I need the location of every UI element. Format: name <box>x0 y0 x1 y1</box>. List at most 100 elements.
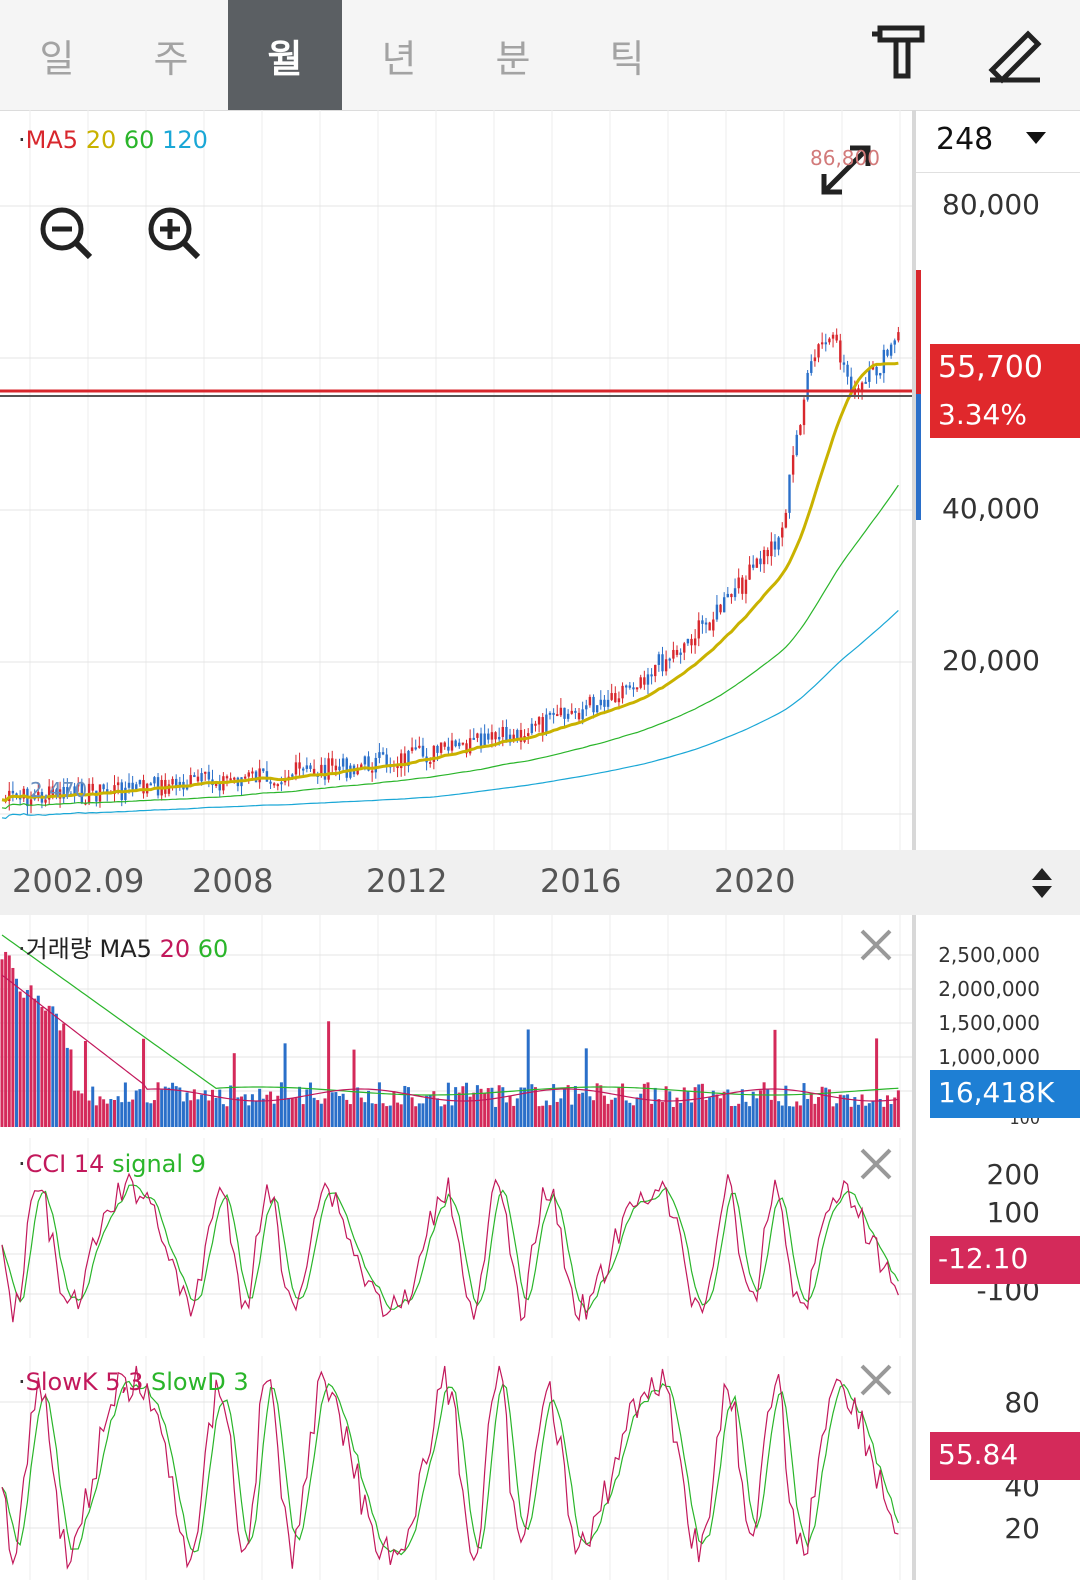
candle <box>47 786 51 800</box>
drawing-tool-icon[interactable] <box>980 18 1050 88</box>
candle <box>374 757 377 773</box>
candle <box>505 726 508 743</box>
zoom-out-icon[interactable] <box>38 205 94 261</box>
volume-bar <box>475 1085 479 1127</box>
candle <box>632 687 635 690</box>
candle <box>802 399 806 426</box>
volume-bar <box>639 1093 643 1127</box>
candle <box>871 366 875 370</box>
volume-bar <box>817 1097 821 1127</box>
volume-bar <box>595 1083 599 1127</box>
stochastic-chart-panel[interactable]: ·SlowK 5,3 SlowD 3 <box>0 1356 912 1580</box>
expand-icon[interactable] <box>816 140 876 200</box>
candle <box>683 643 686 653</box>
volume-bar <box>127 1101 131 1127</box>
slowk-line <box>1 1365 899 1570</box>
candle <box>708 622 711 631</box>
volume-bar <box>555 1101 559 1127</box>
candle <box>276 784 280 787</box>
candle <box>58 789 62 799</box>
price-range-down-bar <box>916 394 921 520</box>
volume-bar <box>827 1089 831 1127</box>
tab-daily[interactable]: 일 <box>39 36 75 81</box>
zoom-in-icon[interactable] <box>146 205 202 261</box>
candle <box>360 764 363 768</box>
candle <box>857 388 860 391</box>
volume-bar <box>192 1089 196 1127</box>
close-icon[interactable] <box>858 1362 894 1398</box>
volume-bar <box>864 1105 868 1127</box>
indicator-settings-icon[interactable] <box>866 18 936 88</box>
volume-bar <box>668 1091 672 1127</box>
volume-bar <box>163 1086 167 1127</box>
candle <box>839 340 842 363</box>
candle <box>614 693 617 703</box>
volume-bar <box>29 985 33 1127</box>
stochastic-current-badge: 55.84 <box>930 1432 1080 1480</box>
volume-bar <box>134 1090 138 1127</box>
volume-chart-panel[interactable]: ·거래량 MA5 20 60 <box>0 915 912 1130</box>
cci-chart-panel[interactable]: ·CCI 14 signal 9 <box>0 1138 912 1338</box>
price-chart-panel[interactable]: ·MA5 20 60 120 86,800 2,470 <box>0 110 912 850</box>
candle <box>370 770 374 773</box>
volume-bar <box>472 1092 476 1127</box>
volume-bar <box>748 1106 752 1127</box>
volume-bar <box>308 1082 312 1127</box>
volume-bar <box>243 1094 247 1127</box>
candle <box>196 776 200 782</box>
volume-bar <box>98 1096 102 1127</box>
x-tick: 2008 <box>192 862 274 900</box>
volume-bar <box>671 1106 675 1127</box>
volume-bar <box>784 1085 788 1127</box>
candle <box>715 604 719 620</box>
candle <box>22 788 25 799</box>
volume-bar <box>83 1041 87 1127</box>
candle <box>229 778 232 781</box>
y-tick: 200 <box>986 1158 1040 1191</box>
candle <box>385 754 388 767</box>
candle <box>831 334 835 339</box>
tab-yearly[interactable]: 년 <box>381 36 417 81</box>
volume-bar <box>824 1087 828 1127</box>
candle <box>312 768 316 775</box>
cci-line <box>1 1172 899 1323</box>
volume-bar <box>367 1090 371 1127</box>
candle <box>824 342 827 345</box>
volume-bar <box>15 978 19 1127</box>
candle-count-select[interactable]: 248 <box>916 110 1080 173</box>
candle <box>218 783 221 791</box>
close-icon[interactable] <box>858 1146 894 1182</box>
close-icon[interactable] <box>858 927 894 963</box>
volume-bar <box>113 1099 116 1127</box>
candle <box>864 381 867 384</box>
volume-bar <box>58 1030 62 1127</box>
tab-tick[interactable]: 틱 <box>609 36 645 81</box>
candle <box>886 349 889 356</box>
volume-bar <box>54 1013 58 1127</box>
volume-bar <box>156 1082 160 1127</box>
volume-bar <box>352 1049 356 1127</box>
tab-minute[interactable]: 분 <box>495 36 531 81</box>
candle <box>552 712 555 715</box>
sort-arrows-icon[interactable] <box>1030 866 1054 900</box>
volume-bar <box>298 1086 302 1127</box>
candle <box>686 638 690 644</box>
candle <box>135 784 138 790</box>
volume-bar <box>838 1094 842 1127</box>
volume-bar <box>461 1086 465 1127</box>
volume-bar <box>439 1106 443 1127</box>
volume-bar <box>504 1102 508 1127</box>
candle <box>704 622 708 625</box>
candle <box>810 361 813 373</box>
volume-bar <box>486 1088 490 1127</box>
candle <box>207 771 211 780</box>
volume-bar <box>167 1087 171 1127</box>
candle <box>127 782 131 788</box>
tab-monthly[interactable]: 월 <box>228 0 342 110</box>
volume-bar <box>254 1100 258 1127</box>
tab-weekly[interactable]: 주 <box>153 36 189 81</box>
candle <box>799 425 802 435</box>
candle <box>243 776 247 779</box>
candle <box>302 768 305 771</box>
candle <box>378 752 381 758</box>
